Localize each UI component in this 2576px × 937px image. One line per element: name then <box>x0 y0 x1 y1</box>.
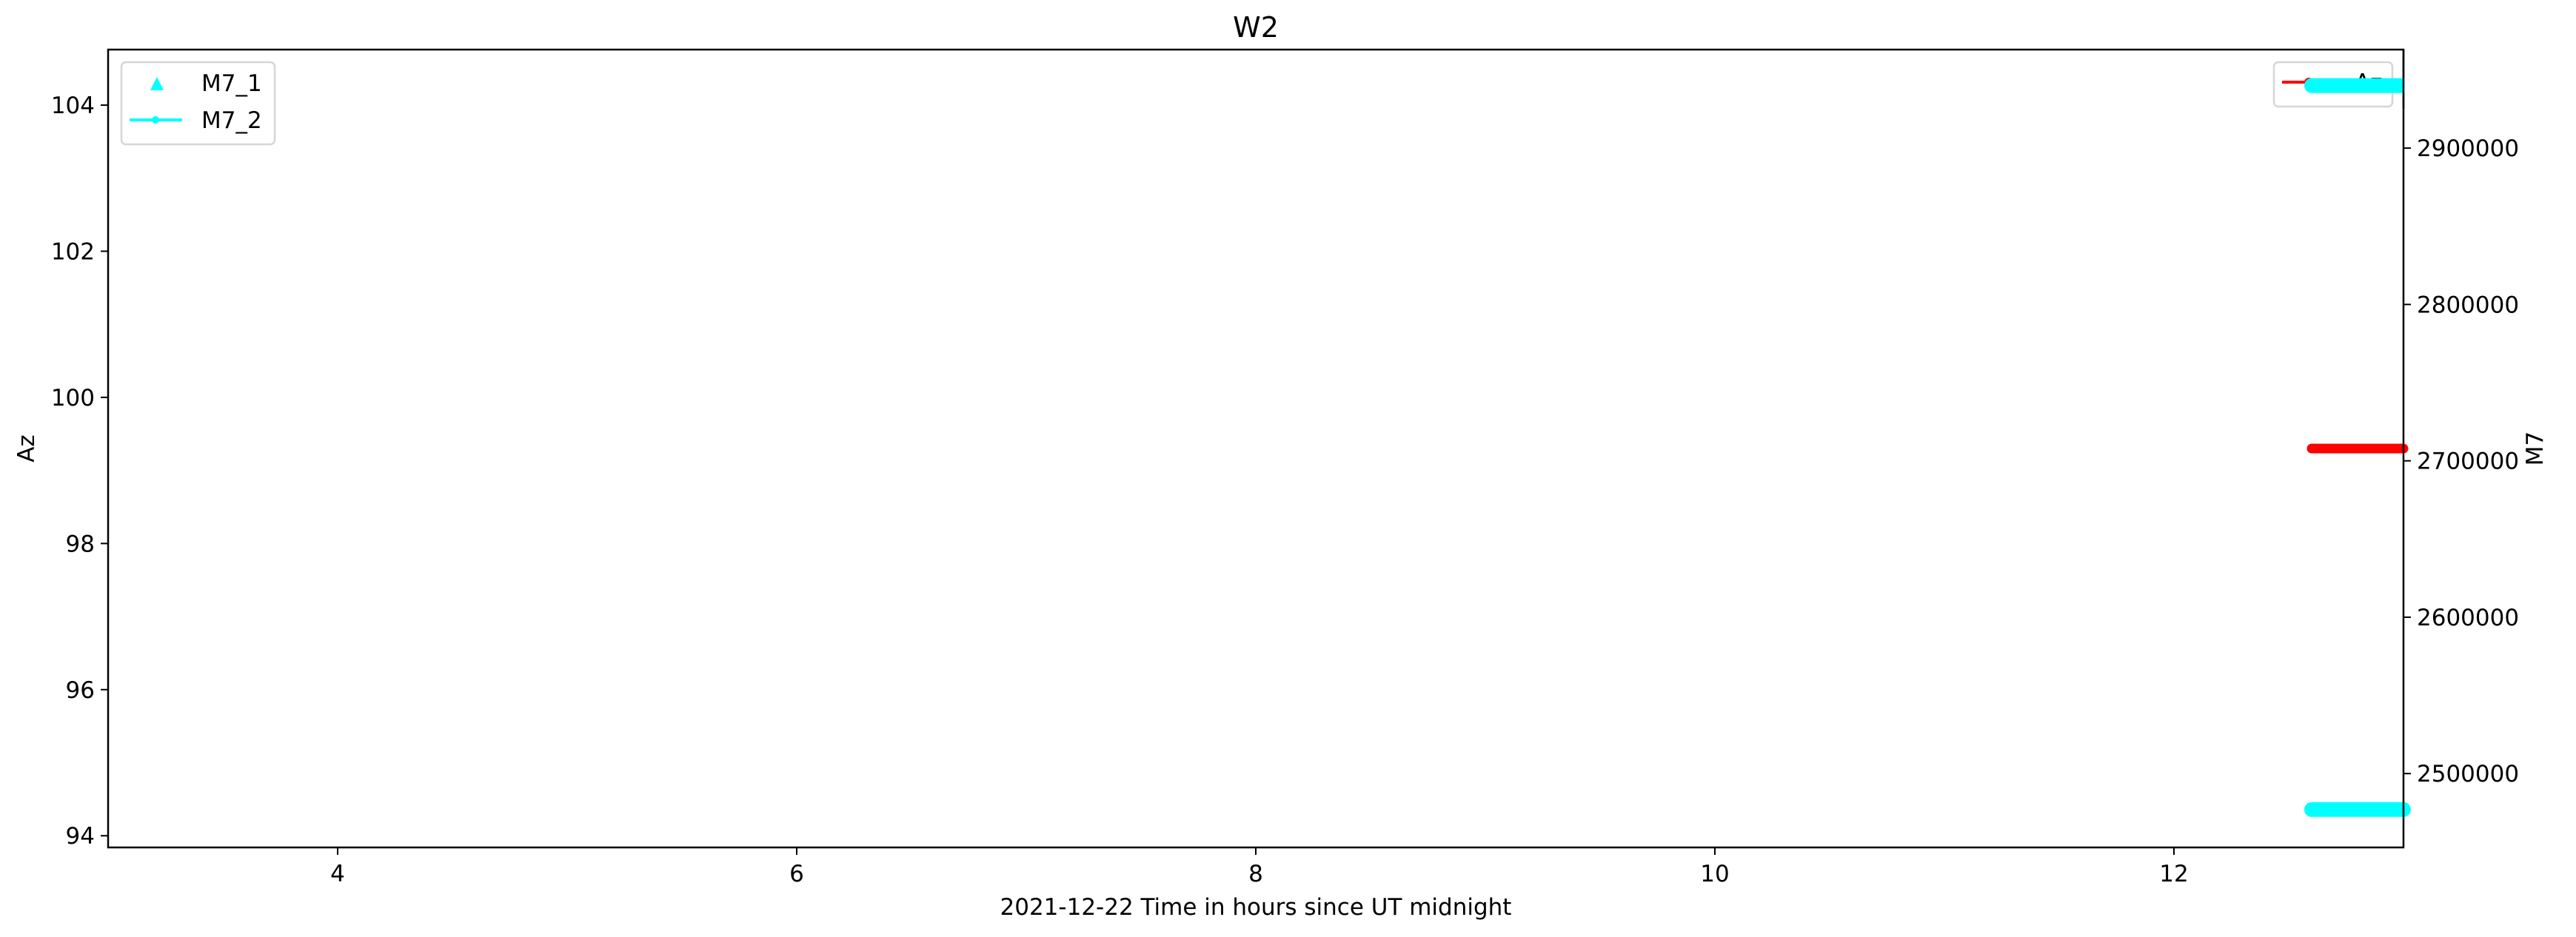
y-tick-label-left: 100 <box>51 385 95 412</box>
y-tick-label-left: 104 <box>51 93 95 119</box>
x-tick-label: 4 <box>330 861 345 887</box>
chart-title: W2 <box>1233 11 1279 44</box>
x-tick-label: 12 <box>2159 861 2188 887</box>
y-tick-label-right: 2900000 <box>2417 135 2519 162</box>
plot-frame <box>108 50 2403 847</box>
legend-label: M7_1 <box>201 70 262 97</box>
y-tick-label-right: 2500000 <box>2417 761 2519 787</box>
legend-label: M7_2 <box>201 107 262 134</box>
x-tick-label: 8 <box>1248 861 1263 887</box>
clip-mask <box>2405 0 2576 109</box>
y-tick-label-right: 2600000 <box>2417 605 2519 631</box>
y-tick-label-left: 98 <box>66 531 95 557</box>
y-tick-label-right: 2800000 <box>2417 292 2519 318</box>
y-tick-label-left: 102 <box>51 238 95 265</box>
y-tick-label-right: 2700000 <box>2417 449 2519 475</box>
x-axis-label: 2021-12-22 Time in hours since UT midnig… <box>1000 894 1512 921</box>
x-tick-label: 6 <box>789 861 804 887</box>
x-tick-label: 10 <box>1700 861 1729 887</box>
y-axis-label-right: M7 <box>2522 431 2549 466</box>
legend-marker-dot <box>152 116 159 124</box>
y-tick-label-left: 96 <box>66 677 95 704</box>
y-tick-label-left: 94 <box>66 823 95 850</box>
y-axis-label-left: Az <box>13 434 40 462</box>
